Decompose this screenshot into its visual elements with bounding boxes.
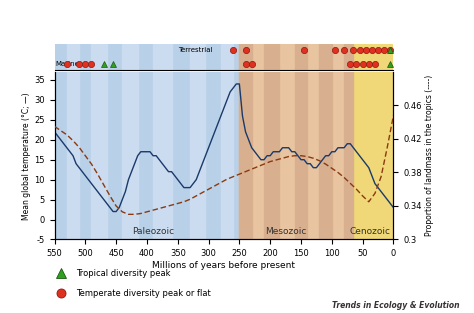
Y-axis label: Proportion of landmass in the tropics (----): Proportion of landmass in the tropics (-… — [425, 75, 434, 236]
Text: Cenozoic: Cenozoic — [349, 227, 391, 236]
Bar — [295, 72, 307, 239]
Bar — [91, 72, 107, 239]
Bar — [239, 72, 353, 239]
Y-axis label: Mean global temperature (°C; —): Mean global temperature (°C; —) — [22, 92, 31, 219]
Bar — [67, 72, 79, 239]
Bar — [239, 72, 252, 239]
Bar — [239, 44, 353, 70]
Text: Terrestrial: Terrestrial — [178, 48, 213, 54]
X-axis label: Millions of years before present: Millions of years before present — [153, 261, 295, 270]
Bar — [319, 72, 332, 239]
Bar — [153, 44, 172, 70]
Bar — [264, 72, 279, 239]
Bar — [153, 72, 172, 239]
Bar — [67, 44, 79, 70]
Bar — [190, 72, 205, 239]
Text: Mesozoic: Mesozoic — [265, 227, 306, 236]
Bar — [91, 44, 107, 70]
Bar — [295, 44, 307, 70]
Bar — [353, 44, 393, 70]
Bar — [221, 44, 233, 70]
Bar — [353, 72, 393, 239]
Text: Temperate diversity peak or flat: Temperate diversity peak or flat — [76, 289, 211, 298]
Bar — [190, 44, 205, 70]
Bar — [221, 72, 233, 239]
Bar — [55, 44, 239, 70]
Bar — [319, 44, 332, 70]
Text: Trends in Ecology & Evolution: Trends in Ecology & Evolution — [332, 301, 460, 310]
Bar — [344, 44, 353, 70]
Bar — [122, 72, 137, 239]
Bar — [239, 44, 252, 70]
Bar — [264, 44, 279, 70]
Bar — [55, 72, 239, 239]
Text: Paleozoic: Paleozoic — [132, 227, 174, 236]
Text: Marine: Marine — [55, 61, 79, 67]
Bar — [122, 44, 137, 70]
Bar — [344, 72, 353, 239]
Text: Tropical diversity peak: Tropical diversity peak — [76, 269, 171, 278]
